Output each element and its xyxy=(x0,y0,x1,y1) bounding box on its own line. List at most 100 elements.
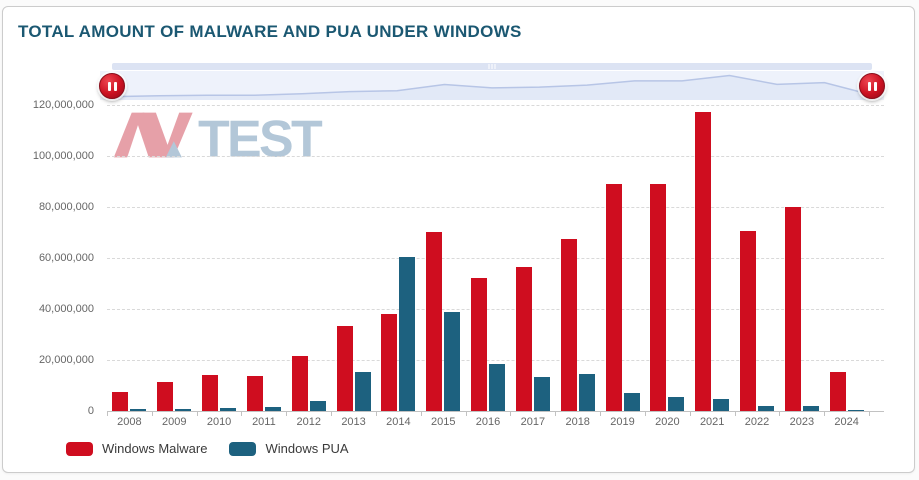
x-axis-label-2016: 2016 xyxy=(475,416,501,428)
bar-group-2014 xyxy=(376,105,421,411)
bar-group-2013 xyxy=(331,105,376,411)
y-axis-tick-label: 60,000,000 xyxy=(38,252,94,264)
bar-group-2008 xyxy=(107,105,152,411)
legend-label: Windows PUA xyxy=(265,441,349,456)
x-axis-tick xyxy=(779,412,781,416)
grip-dots-icon[interactable] xyxy=(488,64,496,69)
plot-area xyxy=(107,105,884,411)
bar-windows-malware-2018[interactable] xyxy=(560,239,577,411)
gridline xyxy=(107,309,884,310)
navigator-preview[interactable] xyxy=(100,71,884,100)
bar-windows-malware-2021[interactable] xyxy=(695,112,712,411)
x-axis-ticks xyxy=(107,411,870,416)
bar-windows-malware-2008[interactable] xyxy=(112,392,129,411)
bar-windows-pua-2018[interactable] xyxy=(578,374,595,411)
bar-group-2021 xyxy=(690,105,735,411)
bar-windows-malware-2015[interactable] xyxy=(426,232,443,411)
bar-windows-pua-2008[interactable] xyxy=(130,409,147,411)
bar-windows-pua-2011[interactable] xyxy=(264,407,281,411)
x-axis-tick xyxy=(241,412,243,416)
gridline xyxy=(107,156,884,157)
bar-windows-malware-2010[interactable] xyxy=(202,375,219,411)
bar-windows-malware-2009[interactable] xyxy=(157,382,174,411)
x-axis-labels: 2008 2009 2010 2011 2012 2013 2014 2015 2016 2017… xyxy=(107,416,869,428)
bar-windows-pua-2016[interactable] xyxy=(489,364,506,411)
bar-windows-pua-2017[interactable] xyxy=(533,377,550,411)
bar-windows-malware-2011[interactable] xyxy=(246,376,263,411)
bar-windows-pua-2021[interactable] xyxy=(713,399,730,411)
bar-group-2018 xyxy=(555,105,600,411)
x-axis-label-2017: 2017 xyxy=(520,416,546,428)
x-axis-tick xyxy=(734,412,736,416)
navigator-right-handle[interactable] xyxy=(859,73,885,99)
legend-item-windows-malware[interactable]: Windows Malware xyxy=(66,441,207,456)
bar-windows-pua-2013[interactable] xyxy=(354,372,371,411)
x-axis-label-2014: 2014 xyxy=(386,416,411,428)
bar-windows-pua-2015[interactable] xyxy=(444,312,461,411)
bar-windows-pua-2014[interactable] xyxy=(399,257,416,411)
bar-windows-malware-2024[interactable] xyxy=(829,372,846,411)
bar-group-2010 xyxy=(197,105,242,411)
x-axis-label-2019: 2019 xyxy=(610,416,635,428)
navigator-left-handle[interactable] xyxy=(99,73,125,99)
bar-windows-malware-2020[interactable] xyxy=(650,184,667,411)
bar-group-2020 xyxy=(645,105,690,411)
y-axis-tick-label: 40,000,000 xyxy=(38,303,94,315)
bar-group-2011 xyxy=(241,105,286,411)
navigator-area-chart xyxy=(111,74,873,100)
bar-windows-malware-2014[interactable] xyxy=(381,314,398,411)
page-title: TOTAL AMOUNT OF MALWARE AND PUA UNDER WI… xyxy=(18,22,522,41)
x-axis-label-2009: 2009 xyxy=(162,416,187,428)
navigator-scrollbar-track[interactable] xyxy=(112,63,872,70)
legend-label: Windows Malware xyxy=(102,441,208,456)
bar-group-2023 xyxy=(779,105,824,411)
x-axis-tick xyxy=(375,412,377,416)
x-axis-tick xyxy=(107,412,108,416)
x-axis-label-2022: 2022 xyxy=(744,416,770,428)
bar-windows-malware-2017[interactable] xyxy=(515,267,532,411)
bar-group-2017 xyxy=(510,105,555,411)
x-axis-label-2015: 2015 xyxy=(430,416,456,428)
x-axis-tick xyxy=(196,412,198,416)
range-navigator xyxy=(99,62,885,102)
bar-windows-malware-2023[interactable] xyxy=(784,207,801,411)
bar-group-2019 xyxy=(600,105,645,411)
gridline xyxy=(107,105,884,106)
x-axis-tick xyxy=(465,412,467,416)
x-axis-line xyxy=(107,411,884,412)
x-axis-label-2023: 2023 xyxy=(789,416,815,428)
x-axis-tick xyxy=(600,412,602,416)
bar-windows-pua-2010[interactable] xyxy=(220,408,237,411)
legend-item-windows-pua[interactable]: Windows PUA xyxy=(229,441,349,456)
bar-windows-pua-2022[interactable] xyxy=(758,406,774,411)
y-axis-tick-label: 100,000,000 xyxy=(32,150,94,162)
x-axis-tick xyxy=(824,412,826,416)
bar-windows-pua-2019[interactable] xyxy=(623,393,640,411)
x-axis-label-2024: 2024 xyxy=(834,416,859,428)
bar-windows-pua-2020[interactable] xyxy=(668,397,685,411)
bar-windows-pua-2012[interactable] xyxy=(309,401,326,411)
bar-group-2012 xyxy=(286,105,331,411)
bar-windows-malware-2016[interactable] xyxy=(471,278,488,411)
bar-windows-malware-2013[interactable] xyxy=(336,326,353,411)
bar-windows-pua-2024[interactable] xyxy=(847,410,864,411)
bar-windows-pua-2009[interactable] xyxy=(175,409,192,411)
pause-icon xyxy=(107,81,117,91)
bar-windows-malware-2019[interactable] xyxy=(605,184,622,411)
bar-group-2009 xyxy=(152,105,197,411)
pause-icon xyxy=(867,81,877,91)
x-axis-label-2012: 2012 xyxy=(296,416,321,428)
bar-windows-malware-2022[interactable] xyxy=(740,231,756,411)
bar-group-2015 xyxy=(421,105,466,411)
y-axis-tick-label: 80,000,000 xyxy=(38,201,94,213)
y-axis-tick-label: 0 xyxy=(87,405,94,417)
bar-windows-pua-2023[interactable] xyxy=(802,406,819,411)
x-axis-tick xyxy=(644,412,646,416)
gridline xyxy=(107,207,884,208)
y-axis-tick-label: 20,000,000 xyxy=(38,354,94,366)
x-axis-tick xyxy=(555,412,557,416)
x-axis-tick xyxy=(689,412,691,416)
bar-series xyxy=(107,105,869,411)
bar-windows-malware-2012[interactable] xyxy=(291,356,308,411)
x-axis-label-2013: 2013 xyxy=(341,416,366,428)
